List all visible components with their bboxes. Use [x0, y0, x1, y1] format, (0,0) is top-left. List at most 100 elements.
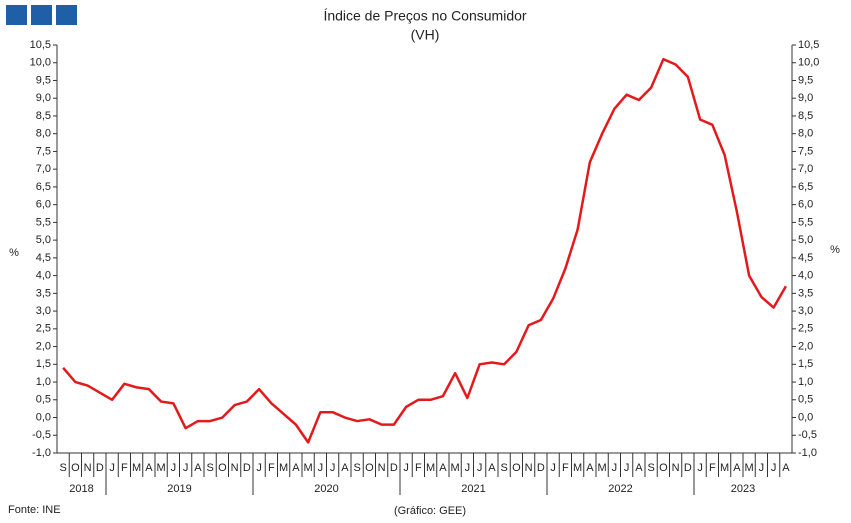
x-tick-label: O — [71, 462, 80, 474]
x-tick-label: M — [451, 462, 460, 474]
y-tick-label: 9,5 — [36, 74, 51, 86]
y-tick-label: 6,0 — [36, 199, 51, 211]
y-tick-label: 0,0 — [36, 411, 51, 423]
x-tick-label: J — [403, 462, 409, 474]
y-tick-label: 2,5 — [36, 323, 51, 335]
y2-tick-label: 5,0 — [798, 234, 813, 246]
logo-block — [31, 5, 52, 25]
x-tick-label: J — [171, 462, 177, 474]
year-label: 2021 — [461, 483, 485, 495]
y2-tick-label: 10,5 — [798, 39, 819, 51]
x-tick-label: A — [733, 462, 741, 474]
x-tick-label: M — [279, 462, 288, 474]
y2-tick-label: 3,5 — [798, 287, 813, 299]
x-tick-label: O — [218, 462, 227, 474]
x-tick-label: F — [415, 462, 422, 474]
x-tick-label: S — [59, 462, 66, 474]
chart-title: Índice de Preços no Consumidor — [323, 8, 526, 24]
x-tick-label: M — [573, 462, 582, 474]
x-tick-label: J — [550, 462, 556, 474]
y-tick-label: 10,0 — [30, 57, 51, 69]
source: Fonte: INE — [8, 504, 61, 516]
y2-tick-label: -0,5 — [798, 429, 817, 441]
y2-tick-label: 4,5 — [798, 252, 813, 264]
x-tick-label: J — [330, 462, 336, 474]
x-tick-label: N — [525, 462, 533, 474]
x-tick-label: A — [586, 462, 594, 474]
y-tick-label: 6,5 — [36, 181, 51, 193]
x-tick-label: F — [709, 462, 716, 474]
year-label: 2022 — [608, 483, 632, 495]
x-tick-label: J — [256, 462, 262, 474]
x-tick-label: J — [697, 462, 703, 474]
y-tick-label: 4,5 — [36, 252, 51, 264]
credit: (Gráfico: GEE) — [394, 505, 466, 517]
x-tick-label: O — [365, 462, 374, 474]
x-tick-label: J — [109, 462, 115, 474]
x-tick-label: M — [745, 462, 754, 474]
x-tick-label: A — [782, 462, 790, 474]
x-tick-label: A — [439, 462, 447, 474]
x-tick-label: M — [720, 462, 729, 474]
y-tick-label: 7,5 — [36, 145, 51, 157]
logo-block — [6, 5, 27, 25]
x-tick-label: J — [318, 462, 324, 474]
x-tick-label: A — [488, 462, 496, 474]
y2-tick-label: 0,5 — [798, 394, 813, 406]
y2-tick-label: 2,0 — [798, 340, 813, 352]
y-tick-label: 5,0 — [36, 234, 51, 246]
x-tick-label: N — [378, 462, 386, 474]
x-tick-label: M — [304, 462, 313, 474]
logo-block — [56, 5, 77, 25]
y-tick-label: 3,0 — [36, 305, 51, 317]
x-tick-label: M — [132, 462, 141, 474]
x-tick-label: D — [390, 462, 398, 474]
year-label: 2020 — [314, 483, 338, 495]
y2-tick-label: 6,5 — [798, 181, 813, 193]
y2-tick-label: 7,5 — [798, 145, 813, 157]
x-tick-label: A — [292, 462, 300, 474]
y-tick-label: 0,5 — [36, 394, 51, 406]
x-tick-label: J — [183, 462, 189, 474]
x-tick-label: A — [145, 462, 153, 474]
y-tick-label: 9,0 — [36, 92, 51, 104]
y2-tick-label: 8,5 — [798, 110, 813, 122]
x-tick-label: A — [341, 462, 349, 474]
x-tick-label: D — [96, 462, 104, 474]
x-tick-label: M — [598, 462, 607, 474]
x-tick-label: F — [562, 462, 569, 474]
x-tick-label: J — [612, 462, 618, 474]
y2-axis-label: % — [830, 244, 840, 256]
x-tick-label: S — [647, 462, 654, 474]
y2-tick-label: 1,0 — [798, 376, 813, 388]
y2-tick-label: 6,0 — [798, 199, 813, 211]
x-tick-label: D — [537, 462, 545, 474]
y-tick-label: 2,0 — [36, 340, 51, 352]
y2-tick-label: 4,0 — [798, 270, 813, 282]
y-tick-label: 10,5 — [30, 39, 51, 51]
y-tick-label: 1,0 — [36, 376, 51, 388]
x-tick-label: J — [465, 462, 471, 474]
y-tick-label: 8,5 — [36, 110, 51, 122]
y2-tick-label: 10,0 — [798, 57, 819, 69]
x-tick-label: A — [194, 462, 202, 474]
y-tick-label: -0,5 — [32, 429, 51, 441]
x-tick-label: S — [500, 462, 507, 474]
y2-tick-label: 1,5 — [798, 358, 813, 370]
x-tick-label: A — [635, 462, 643, 474]
y2-tick-label: 5,5 — [798, 216, 813, 228]
y-tick-label: 5,5 — [36, 216, 51, 228]
x-tick-label: J — [624, 462, 630, 474]
y-tick-label: 4,0 — [36, 270, 51, 282]
x-tick-label: S — [353, 462, 360, 474]
year-label: 2023 — [731, 483, 755, 495]
y2-tick-label: 8,0 — [798, 128, 813, 140]
y-tick-label: 7,0 — [36, 163, 51, 175]
x-tick-label: F — [268, 462, 275, 474]
y-tick-label: -1,0 — [32, 447, 51, 459]
x-tick-label: D — [243, 462, 251, 474]
x-tick-label: M — [157, 462, 166, 474]
year-label: 2019 — [167, 483, 191, 495]
y-tick-label: 8,0 — [36, 128, 51, 140]
